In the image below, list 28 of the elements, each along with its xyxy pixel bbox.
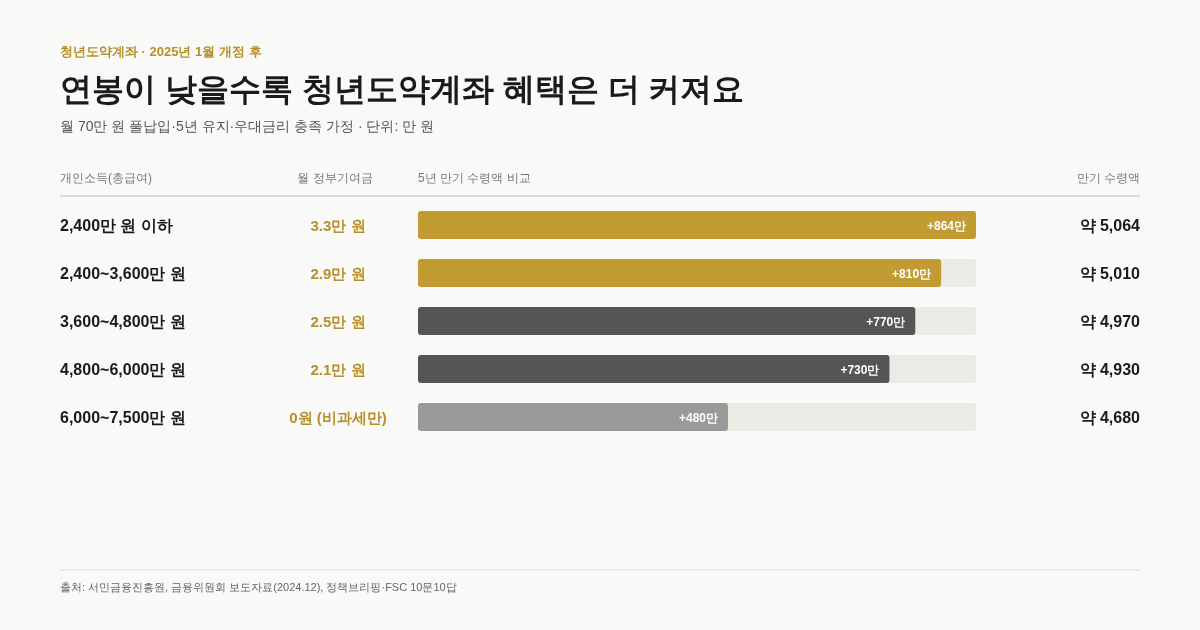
y-tick-label: 4,800~6,000만 원 [60,361,186,378]
text: 5년 만기 수령액 비교 [418,171,531,185]
text: 3.3만 원 [310,217,366,234]
text: 약 5,010 [1079,265,1141,282]
y-tick-label: 2,400만 원 이하 [60,217,173,234]
text: 약 4,970 [1079,313,1141,330]
data-label: +810만 [892,266,932,281]
data-label: +730만 [840,362,880,377]
data-label: +770만 [866,314,906,329]
text: 개인소득(총급여) [60,171,152,185]
text: 약 4,680 [1079,409,1141,426]
text: 청년도약계좌 · 2025년 1월 개정 후 [60,44,262,59]
text: 만기 수령액 [1076,171,1140,185]
text: 2.5만 원 [310,313,366,330]
text: 2.9만 원 [310,265,366,282]
text: 2.1만 원 [310,361,366,378]
y-tick-label: 3,600~4,800만 원 [60,313,186,330]
text: 월 정부기여금 [297,171,373,185]
chart-title: 연봉이 낮을수록 청년도약계좌 혜택은 더 커져요 [60,71,745,107]
text: 약 5,064 [1079,217,1141,234]
y-tick-label: 2,400~3,600만 원 [60,265,186,282]
text: 약 4,930 [1079,361,1141,378]
data-label: +480만 [678,410,718,425]
text: 월 70만 원 풀납입·5년 유지·우대금리 충족 가정 · 단위: 만 원 [60,118,435,134]
y-tick-label: 6,000~7,500만 원 [60,409,186,426]
text: 0원 (비과세만) [289,409,387,426]
data-label: +864만 [926,218,966,233]
source-note: 출처: 서민금융진흥원, 금융위원회 보도자료(2024.12), 정책브리핑·FSC 10문10답 [60,581,457,593]
